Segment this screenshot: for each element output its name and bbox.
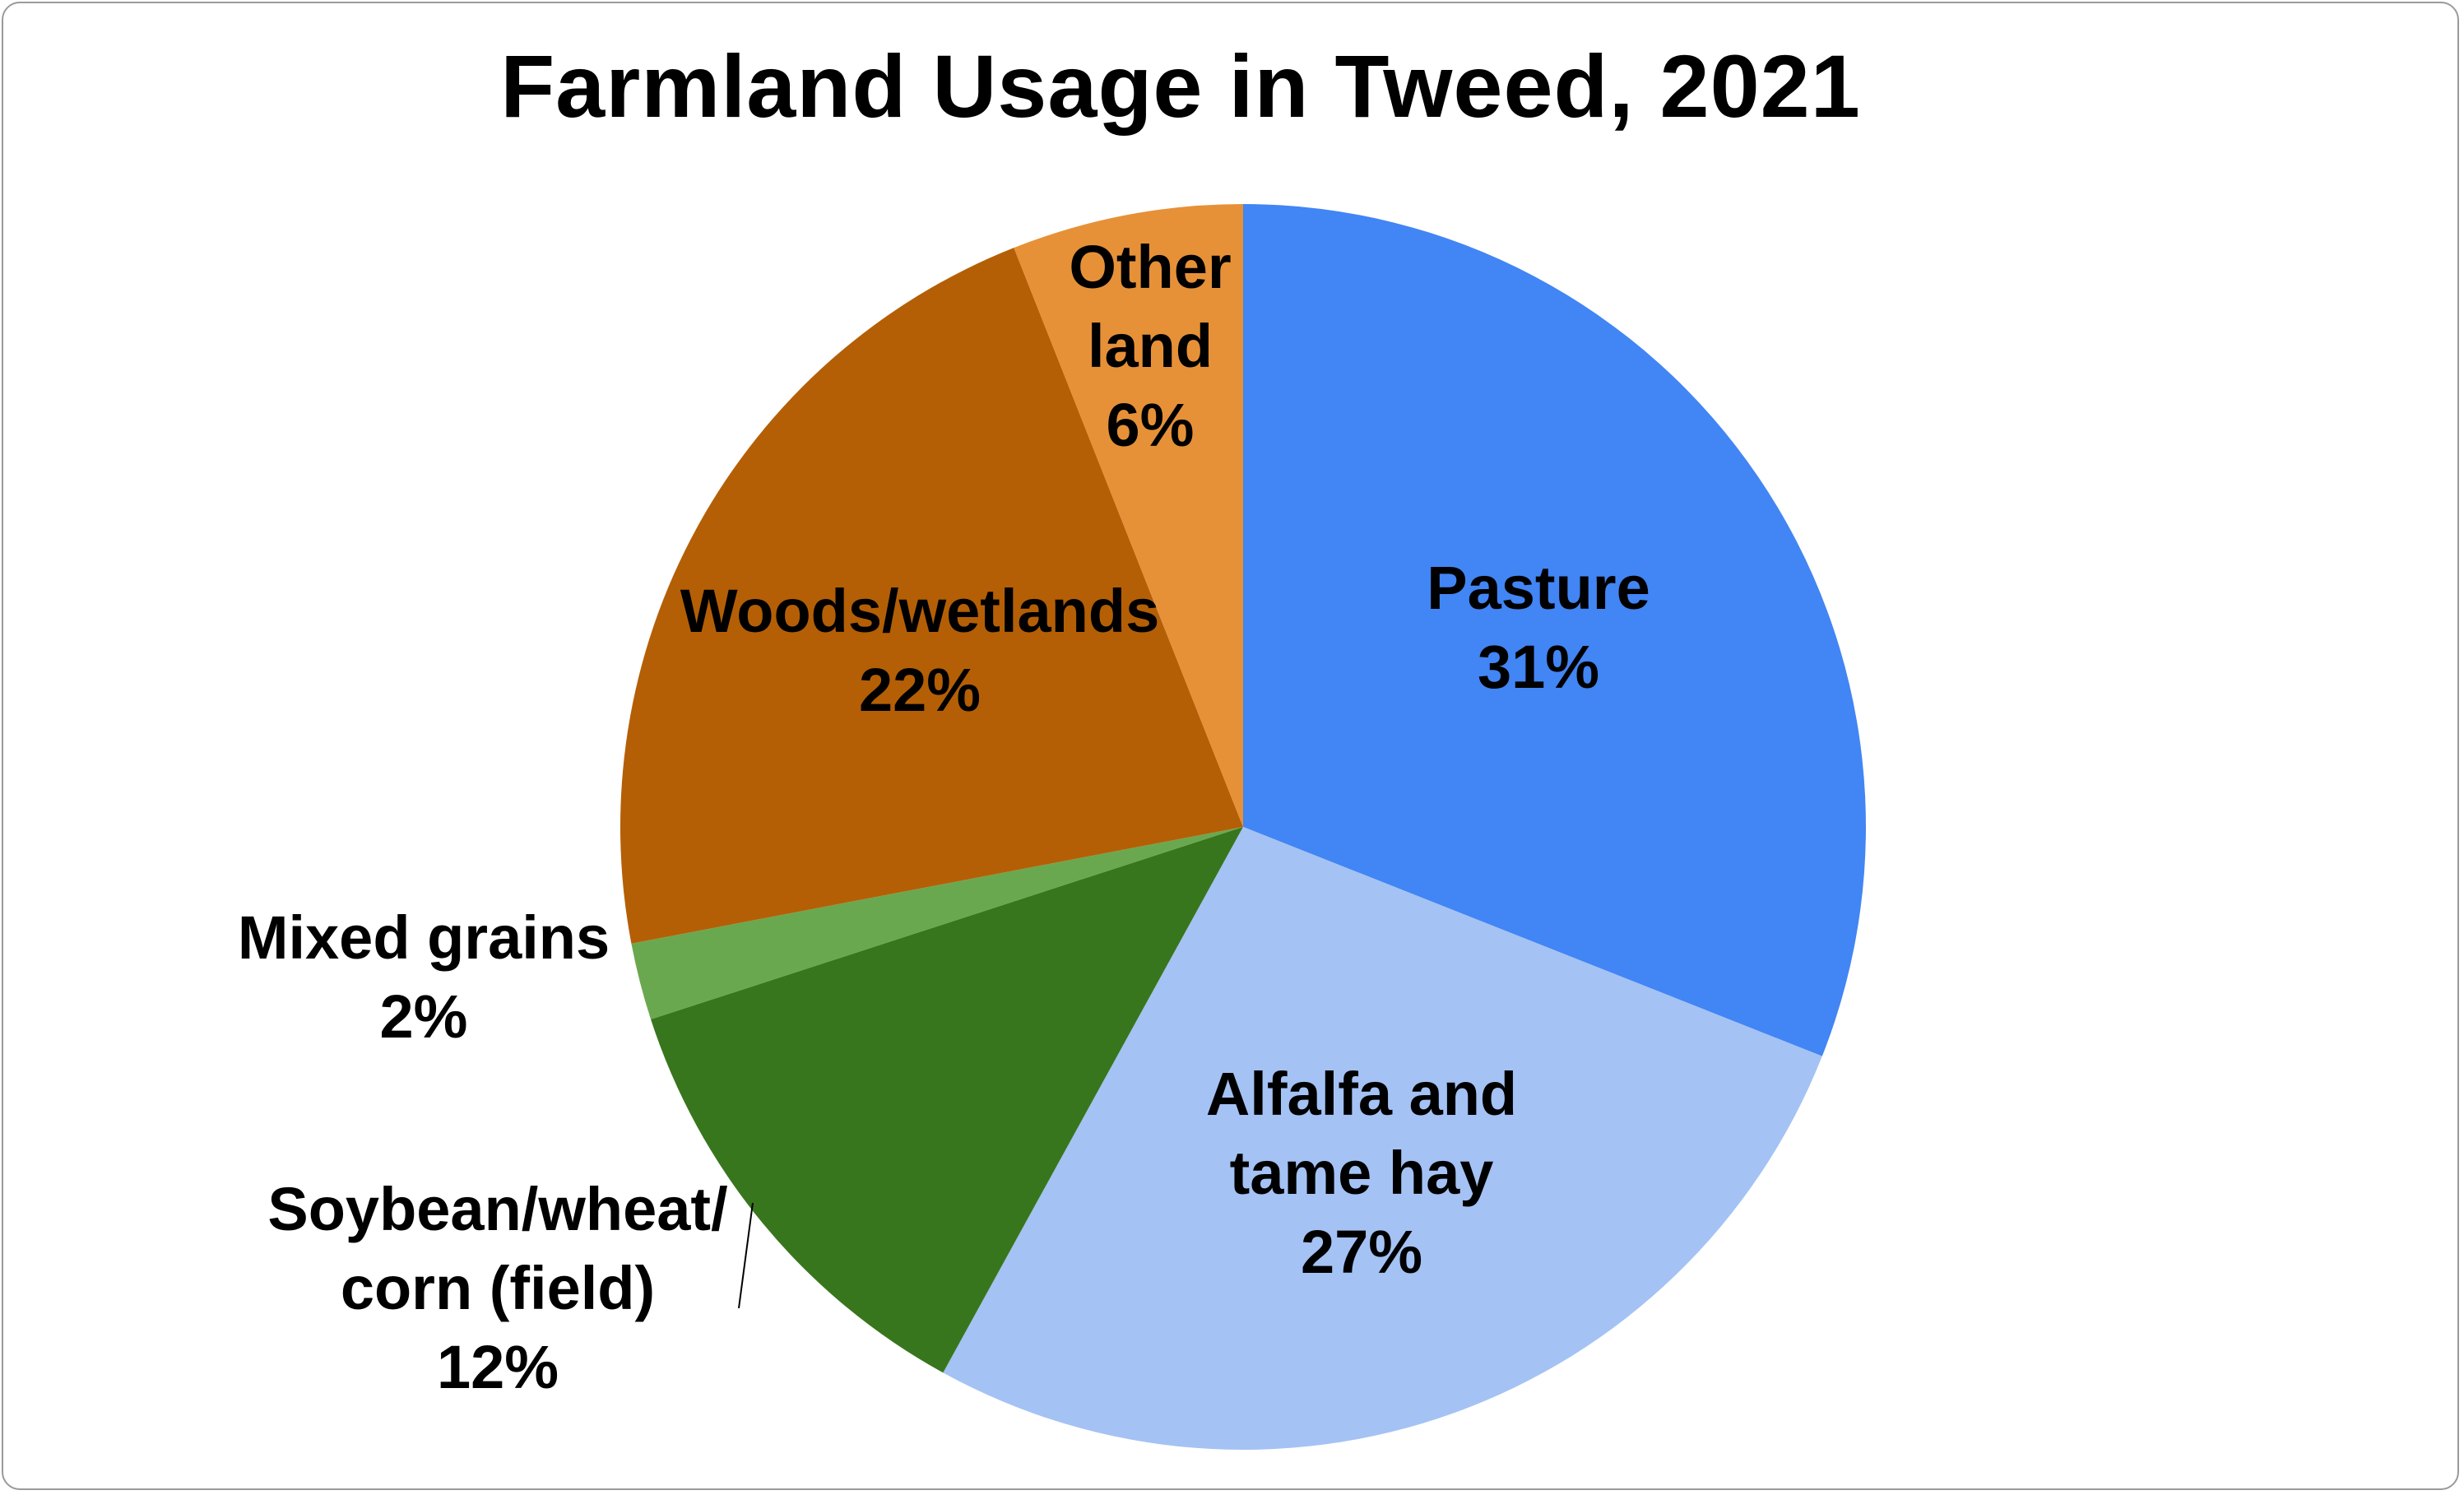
pie-slice-mixed-grains <box>631 827 1243 1019</box>
slice-label-pasture: Pasture 31% <box>1427 554 1650 701</box>
slice-label-alfalfa-and-tame-hay: Alfalfa and tame hay 27% <box>1206 1060 1517 1286</box>
pie-slices <box>620 204 1866 1450</box>
leader-line-soybean <box>738 1202 754 1309</box>
chart-title: Farmland Usage in Tweed, 2021 <box>500 36 1861 136</box>
slice-label-other-land: Other land 6% <box>1069 233 1231 459</box>
pie-slice-pasture <box>1243 204 1866 1056</box>
slice-label-soybean-wheat-corn-field: Soybean/wheat/corn (field) 12% <box>267 1175 727 1401</box>
leader-lines <box>738 1202 754 1309</box>
pie-slice-alfalfa-and-tame-hay <box>943 827 1822 1450</box>
pie-slice-woods-wetlands <box>620 248 1243 944</box>
slice-label-woods-wetlands: Woods/wetlands 22% <box>680 577 1159 724</box>
slice-labels: Pasture 31% Alfalfa and tame hay 27% Soybean/… <box>238 233 1650 1401</box>
slice-label-mixed-grains: Mixed grains 2% <box>238 903 610 1051</box>
pie-slice-soybean-wheat-corn-field <box>651 827 1243 1373</box>
pie-slice-other-land <box>1014 204 1243 827</box>
